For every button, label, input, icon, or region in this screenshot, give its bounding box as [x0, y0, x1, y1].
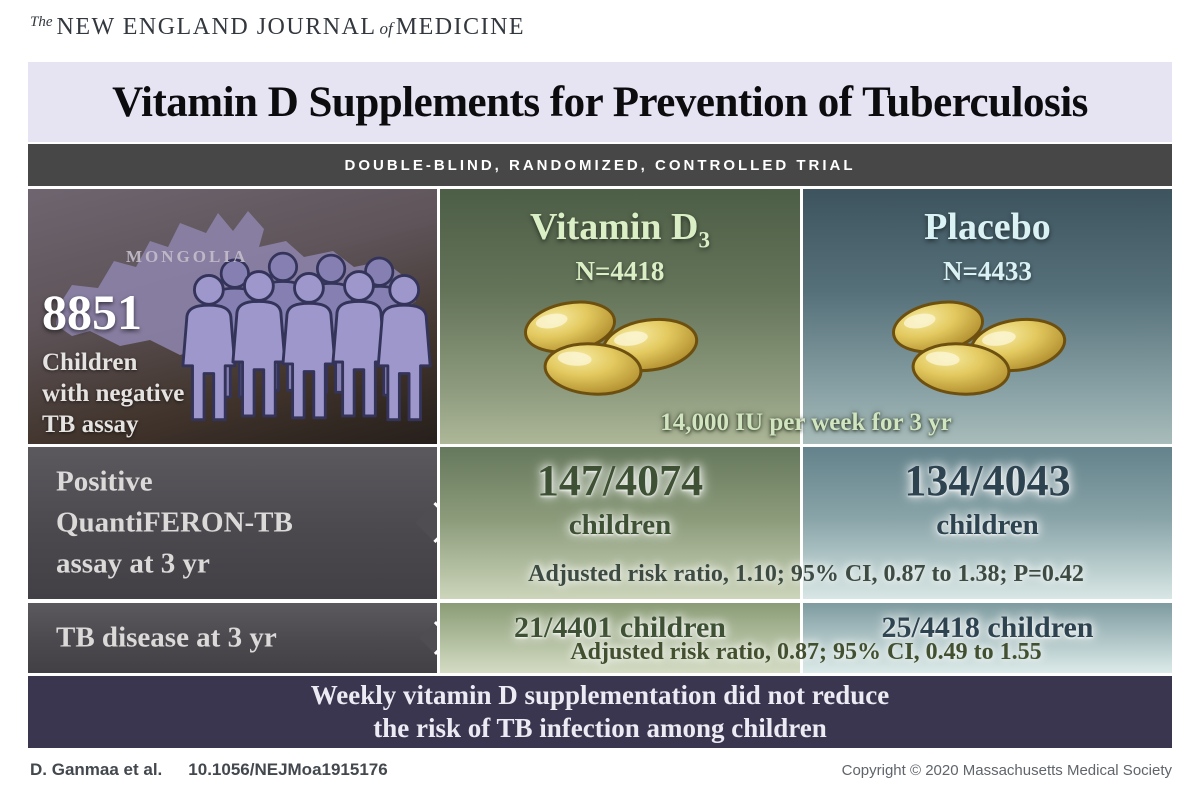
trial-type-banner: DOUBLE-BLIND, RANDOMIZED, CONTROLLED TRI…: [28, 144, 1172, 186]
journal-masthead: The NEW ENGLAND JOURNAL of MEDICINE: [30, 14, 525, 41]
title-bar: Vitamin D Supplements for Prevention of …: [28, 62, 1172, 142]
population-description: Children with negative TB assay: [42, 347, 184, 440]
enrollment-count: 8851: [42, 284, 142, 340]
outcome1-label: Positive QuantiFERON-TB assay at 3 yr: [56, 462, 293, 585]
masthead-name2: MEDICINE: [395, 14, 526, 40]
citation: D. Ganmaa et al. 10.1056/NEJMoa1915176: [30, 760, 388, 780]
vitamin-d-arm-panel: Vitamin D3 N=4418: [440, 189, 800, 444]
population-line-3: TB assay: [42, 411, 139, 438]
masthead-of: of: [379, 19, 393, 38]
placebo-pills-icon: [887, 297, 1070, 399]
outcome2-vitd-value: 21/4401 children: [514, 611, 726, 644]
vitamin-d-arm-name: Vitamin D3: [529, 206, 711, 253]
doi: 10.1056/NEJMoa1915176: [188, 760, 388, 779]
vitamin-d-arm-header: Vitamin D3 N=4418: [440, 205, 800, 287]
outcome1-placebo-unit: children: [936, 509, 1039, 541]
study-title: Vitamin D Supplements for Prevention of …: [112, 78, 1088, 126]
placebo-arm-name: Placebo: [924, 206, 1051, 248]
conclusion-line-2: the risk of TB infection among children: [373, 713, 827, 743]
outcome1-label-box: Positive QuantiFERON-TB assay at 3 yr: [28, 447, 437, 599]
placebo-arm-panel: Placebo N=4433: [803, 189, 1172, 444]
outcome2-label-box: TB disease at 3 yr: [28, 603, 437, 673]
outcome1-line-2: QuantiFERON-TB: [56, 506, 293, 539]
population-panel: MONGOLIA 8851 Children with negative TB …: [28, 189, 437, 444]
outcome1-vitd-value: 147/4074: [536, 456, 704, 505]
masthead-the: The: [30, 14, 53, 30]
placebo-arm-n: N=4433: [943, 255, 1032, 286]
vitamin-d-arm-n: N=4418: [575, 255, 665, 286]
outcome1-statistics: Adjusted risk ratio, 1.10; 95% CI, 0.87 …: [528, 561, 1084, 587]
outcome2-line-1: TB disease at 3 yr: [56, 621, 277, 654]
outcome1-line-1: Positive: [56, 465, 153, 498]
outcome1-placebo-result: 134/4043 children: [803, 447, 1172, 599]
conclusion-banner: Weekly vitamin D supplementation did not…: [28, 676, 1172, 748]
outcome2-placebo-value: 25/4418 children: [881, 611, 1094, 644]
placebo-arm-header: Placebo N=4433: [803, 205, 1172, 287]
authors: D. Ganmaa et al.: [30, 760, 163, 779]
country-label: MONGOLIA: [126, 247, 249, 266]
masthead-name1: NEW ENGLAND JOURNAL: [56, 14, 377, 40]
conclusion-line-1: Weekly vitamin D supplementation did not…: [310, 680, 890, 710]
outcome2-placebo-result: 25/4418 children: [803, 603, 1172, 673]
outcome1-line-3: assay at 3 yr: [56, 547, 210, 580]
outcome1-vitd-unit: children: [568, 509, 672, 541]
vitamin-d-pills-icon: [520, 297, 702, 399]
outcome2-vitamin-d-result: 21/4401 children: [440, 603, 800, 673]
population-line-1: Children: [42, 349, 138, 376]
outcome2-statistics: Adjusted risk ratio, 0.87; 95% CI, 0.49 …: [570, 639, 1042, 665]
outcome2-label: TB disease at 3 yr: [56, 618, 277, 659]
results-grid: MONGOLIA 8851 Children with negative TB …: [28, 189, 1172, 673]
population-line-2: with negative: [42, 380, 185, 407]
outcome1-placebo-value: 134/4043: [904, 456, 1071, 505]
visual-abstract: Vitamin D Supplements for Prevention of …: [28, 62, 1172, 748]
outcome1-vitamin-d-result: 147/4074 children: [440, 447, 800, 599]
dose-note: 14,000 IU per week for 3 yr: [660, 409, 952, 436]
copyright-notice: Copyright © 2020 Massachusetts Medical S…: [841, 762, 1172, 779]
